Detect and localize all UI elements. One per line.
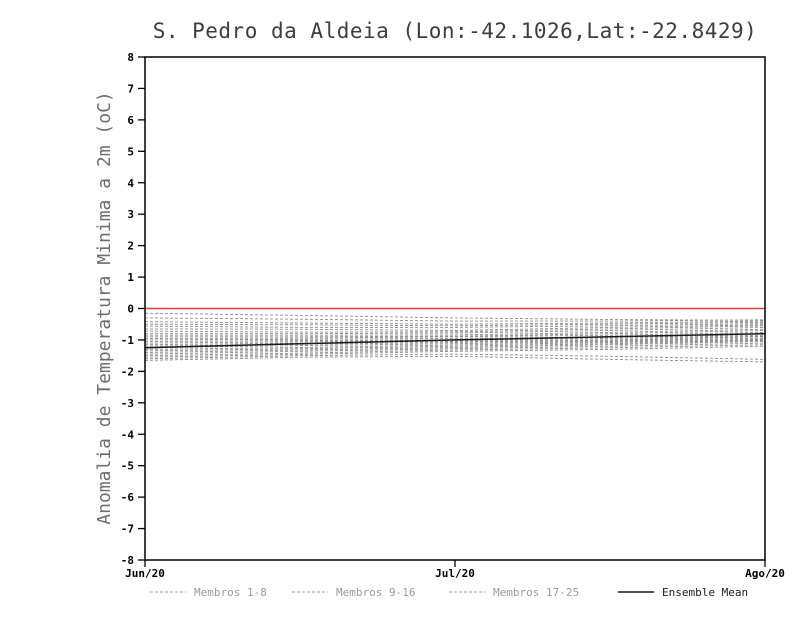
ensemble-member-line (144, 323, 766, 328)
ensemble-member-line (144, 340, 766, 352)
plot-area: -8 -7 -6 -5 -4 -3 -2 -1 0 1 2 3 4 5 6 7 8 Jun/20 Jul/20 Ago… (121, 51, 785, 580)
ensemble-member-line (144, 341, 766, 353)
y-axis-tick-label: 8 (127, 51, 134, 64)
ensemble-member-line (144, 353, 766, 360)
y-axis-tick-label: 1 (127, 271, 134, 284)
x-axis-tick-label: Jul/20 (435, 567, 475, 580)
y-axis-tick-label: 4 (127, 177, 134, 190)
y-axis-tick-label: -5 (121, 460, 134, 473)
ensemble-member-line (144, 338, 766, 349)
y-axis-tick-label: 0 (127, 303, 134, 316)
y-axis-tick-label: -4 (121, 428, 135, 441)
ensemble-member-line (144, 325, 766, 333)
legend-item-label: Ensemble Mean (662, 586, 748, 599)
chart-legend: Membros 1-8 Membros 9-16 Membros 17-25 Ense… (150, 586, 748, 599)
y-axis-tick-label: 7 (127, 82, 134, 95)
y-axis-tick-label: 5 (127, 145, 134, 158)
y-axis-label: Anomalia de Temperatura Minima a 2m (oC) (94, 91, 115, 524)
y-axis-tick-label: -7 (121, 523, 134, 536)
ensemble-member-line (145, 326, 766, 335)
legend-item: Ensemble Mean (618, 586, 748, 599)
ensemble-member-line (144, 339, 766, 350)
ensemble-member-line (144, 317, 766, 322)
y-axis-tick-label: -6 (121, 491, 135, 504)
y-axis-tick-label: -3 (121, 397, 134, 410)
ensemble-member-line (144, 331, 766, 339)
legend-item: Membros 1-8 (150, 586, 267, 599)
legend-item-label: Membros 9-16 (336, 586, 415, 599)
legend-item: Membros 17-25 (449, 586, 579, 599)
ensemble-member-line (144, 342, 766, 355)
ensemble-member-line (144, 345, 766, 358)
ensemble-mean-line (144, 332, 766, 349)
y-axis-tick-label: -1 (121, 334, 135, 347)
ensemble-member-line (144, 320, 766, 325)
y-axis-tick-label: -2 (121, 365, 134, 378)
ensemble-member-line (145, 328, 766, 336)
x-axis-tick-label: Ago/20 (745, 567, 785, 580)
ensemble-member-line (144, 312, 766, 321)
ensemble-member-line (144, 344, 766, 357)
y-axis-tick-label: 6 (127, 114, 134, 127)
legend-item-label: Membros 1-8 (194, 586, 267, 599)
y-axis-tick-label: 3 (127, 208, 134, 221)
x-axis-tick-label: Jun/20 (125, 567, 165, 580)
ensemble-member-line (144, 337, 766, 347)
y-axis-tick-label: -8 (121, 554, 134, 567)
ensemble-member-line (144, 321, 766, 327)
legend-item: Membros 9-16 (292, 586, 415, 599)
ensemble-member-line (144, 324, 766, 331)
chart-title: S. Pedro da Aldeia (Lon:-42.1026,Lat:-22… (153, 19, 758, 43)
ensemble-member-line (145, 330, 766, 338)
legend-item-label: Membros 17-25 (493, 586, 579, 599)
y-axis-tick-label: 2 (127, 240, 134, 253)
ensemble-member-line (144, 355, 766, 363)
ensemble-member-line (144, 336, 766, 346)
